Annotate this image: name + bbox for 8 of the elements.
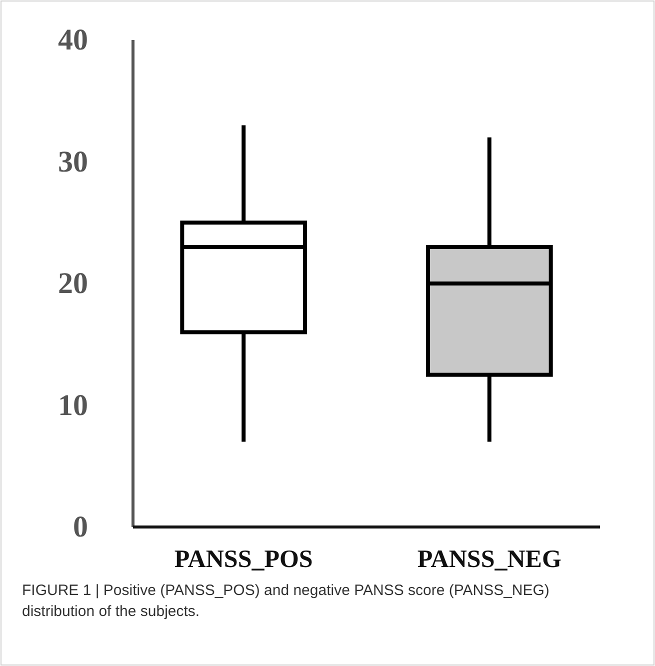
y-tick-label: 40 (58, 24, 88, 57)
y-tick-label: 10 (58, 388, 88, 422)
caption: FIGURE 1 | Positive (PANSS_POS) and negative PANSS score (PANSS_NEG) distribution of the subjects. (22, 581, 550, 622)
x-tick-label: PANSS_NEG (417, 546, 562, 573)
y-tick-label: 30 (58, 145, 88, 178)
y-tick-label: 20 (58, 267, 88, 300)
x-tick-label: PANSS_POS (174, 546, 313, 573)
y-tick-label: 0 (73, 510, 88, 544)
